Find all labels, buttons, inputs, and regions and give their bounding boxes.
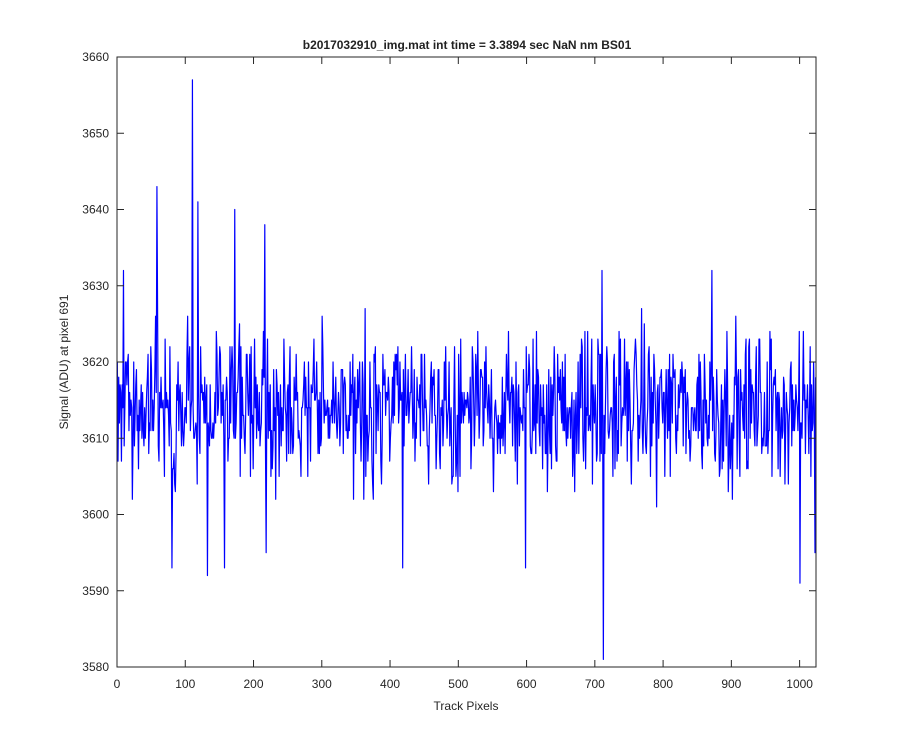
- x-tick-label: 800: [653, 677, 673, 691]
- series-layer: [116, 79, 817, 660]
- x-tick-label: 600: [517, 677, 537, 691]
- y-tick-label: 3620: [82, 355, 109, 369]
- x-tick-label: 900: [721, 677, 741, 691]
- y-axis-label: Signal (ADU) at pixel 691: [57, 294, 71, 429]
- series-line: [116, 79, 817, 660]
- y-tick-label: 3610: [82, 431, 109, 445]
- x-tick-label: 0: [114, 677, 121, 691]
- x-tick-label: 700: [585, 677, 605, 691]
- x-axis-label: Track Pixels: [434, 699, 499, 713]
- y-tick-label: 3660: [82, 50, 109, 64]
- y-tick-label: 3590: [82, 584, 109, 598]
- chart-title: b2017032910_img.mat int time = 3.3894 se…: [303, 38, 632, 52]
- y-tick-label: 3580: [82, 660, 109, 674]
- x-tick-label: 500: [448, 677, 468, 691]
- y-tick-label: 3600: [82, 508, 109, 522]
- y-tick-label: 3640: [82, 203, 109, 217]
- ticks-layer: 0 100 200 300 400 500 600 700 800 900 1000 3580 3590…: [82, 50, 816, 691]
- x-tick-label: 1000: [786, 677, 813, 691]
- y-tick-label: 3630: [82, 279, 109, 293]
- x-tick-label: 200: [244, 677, 264, 691]
- x-tick-label: 300: [312, 677, 332, 691]
- x-tick-label: 100: [175, 677, 195, 691]
- x-tick-label: 400: [380, 677, 400, 691]
- y-tick-label: 3650: [82, 126, 109, 140]
